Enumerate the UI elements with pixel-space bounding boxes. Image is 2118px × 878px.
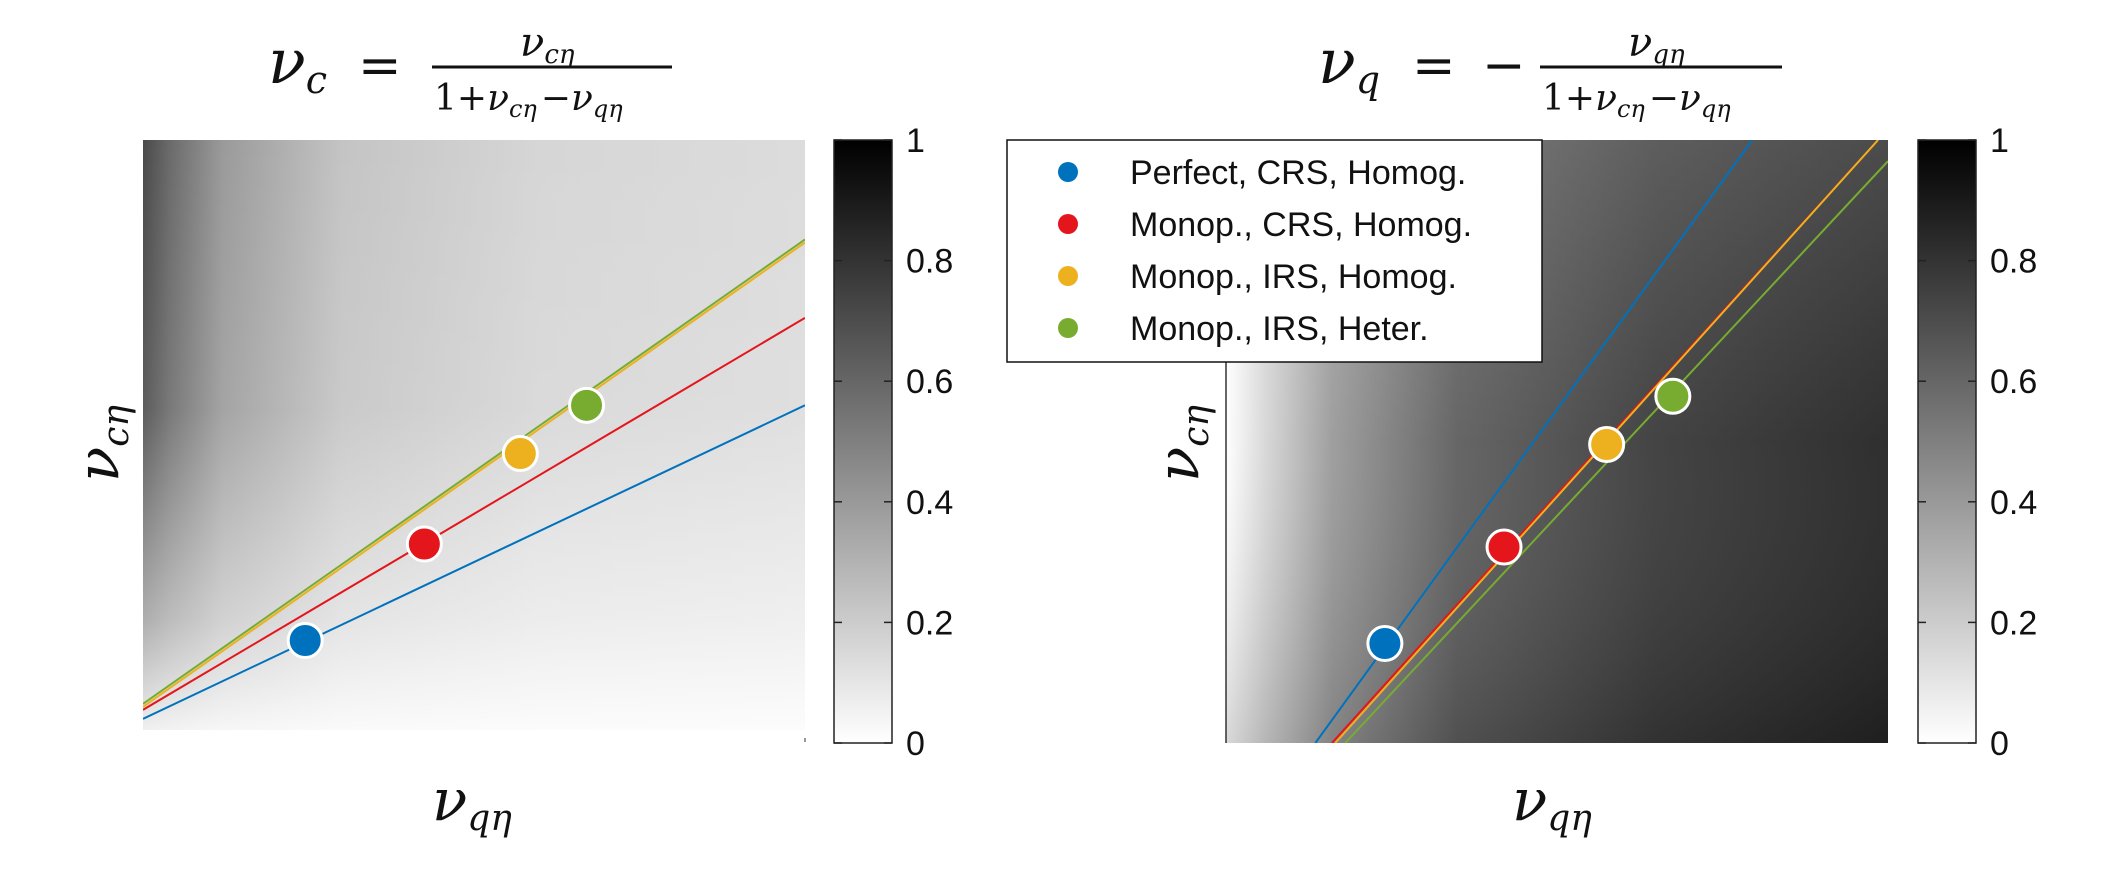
legend-label: Monop., IRS, Heter.	[1130, 310, 1429, 348]
left-colorbar-scale	[833, 139, 893, 744]
legend-marker	[1058, 214, 1078, 234]
colorbar-tick-label: 0.8	[906, 243, 953, 281]
left-title-equals: =	[358, 36, 402, 96]
data-point-1	[1366, 625, 1404, 663]
legend-marker	[1058, 318, 1078, 338]
right-title-equals: =	[1412, 36, 1456, 96]
right-points	[1366, 377, 1692, 663]
colorbar-tick-label: 1	[906, 122, 925, 160]
right-colorbar-ticks: 0 0.2 0.4 0.6 0.8 1	[1918, 122, 2037, 763]
data-point-4	[568, 386, 606, 424]
colorbar-tick-label: 0	[1990, 725, 2009, 763]
legend-label: Monop., IRS, Homog.	[1130, 258, 1457, 296]
data-point-3	[1588, 426, 1626, 464]
colorbar-tick-label: 0.4	[906, 484, 953, 522]
legend-label: Monop., CRS, Homog.	[1130, 206, 1472, 244]
left-colorbar: 0 0.2 0.4 0.6 0.8 1	[833, 122, 953, 763]
data-point-1	[286, 621, 324, 659]
left-heatmap-bottom-edge	[143, 730, 805, 740]
legend-marker	[1058, 266, 1078, 286]
right-title-denominator: 1+νcη −νqη	[1542, 78, 1731, 123]
right-title: νq = − νqη 1+νcη −νqη	[1318, 20, 1782, 123]
data-point-4	[1654, 377, 1692, 415]
left-points	[286, 386, 606, 659]
legend-entries: Perfect, CRS, Homog. Monop., CRS, Homog. M…	[1058, 154, 1472, 348]
left-fit-lines	[143, 238, 805, 720]
right-title-sign: −	[1482, 36, 1526, 96]
colorbar-tick-label: 1	[1990, 122, 2009, 160]
fit-line-2	[143, 317, 805, 711]
right-title-lhs: νq	[1318, 25, 1380, 102]
left-colorbar-ticks: 0 0.2 0.4 0.6 0.8 1	[834, 122, 953, 763]
left-heatmap-shade	[143, 140, 805, 740]
left-panel: νc = νcη 1+νcη −νqη νqη νcη 0 0.2 0.4 0.6 0.8…	[64, 20, 953, 839]
left-title-denominator: 1+νcη −νqη	[434, 78, 623, 123]
fit-line-4	[143, 238, 805, 705]
colorbar-tick-label: 0.2	[1990, 604, 2037, 642]
right-xlabel: νqη	[1512, 766, 1592, 839]
fit-line-3	[143, 241, 805, 708]
data-point-2	[405, 525, 443, 563]
right-panel: νq = − νqη 1+νcη −νqη νqη νcη 00.20.40.60…	[1006, 20, 2037, 839]
legend-marker	[1058, 162, 1078, 182]
colorbar-tick-label: 0.2	[906, 604, 953, 642]
colorbar-tick-label: 0.6	[906, 363, 953, 401]
left-title-numerator: νcη	[520, 20, 575, 70]
colorbar-tick-label: 0	[906, 725, 925, 763]
left-xlabel: νqη	[432, 766, 512, 839]
legend-label: Perfect, CRS, Homog.	[1130, 154, 1466, 192]
legend-box	[1006, 139, 1543, 363]
data-point-3	[501, 435, 539, 473]
fit-line-1	[143, 404, 805, 720]
colorbar-tick-label: 0.4	[1990, 484, 2037, 522]
left-ylabel: νcη	[64, 405, 137, 482]
right-colorbar: 0 0.2 0.4 0.6 0.8 1	[1917, 122, 2037, 763]
colorbar-tick-label: 0.8	[1990, 243, 2037, 281]
colorbar-tick-label: 0.6	[1990, 363, 2037, 401]
right-ylabel: νcη	[1144, 405, 1217, 482]
right-title-numerator: νqη	[1628, 20, 1685, 70]
right-colorbar-scale	[1917, 139, 1977, 744]
left-title-lhs: νc	[268, 25, 327, 102]
data-point-2	[1485, 528, 1523, 566]
left-title: νc = νcη 1+νcη −νqη	[268, 20, 672, 123]
legend: Perfect, CRS, Homog. Monop., CRS, Homog. M…	[1006, 139, 1543, 363]
